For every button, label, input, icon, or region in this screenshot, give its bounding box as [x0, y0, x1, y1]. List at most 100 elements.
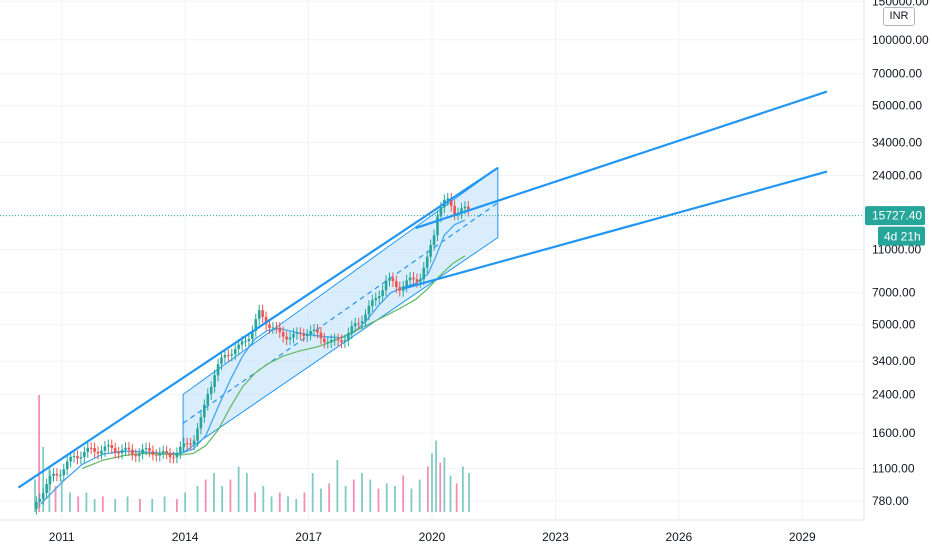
candle-body — [336, 339, 340, 341]
candle-body — [96, 451, 100, 454]
ma-slow-line — [82, 255, 466, 470]
candle-body — [295, 332, 299, 334]
candle-body — [59, 475, 62, 477]
volume-bar — [196, 486, 199, 512]
candle-body — [323, 338, 326, 343]
price-tick-label: 5000.00 — [872, 318, 916, 332]
candle-body — [453, 205, 456, 215]
candle-body — [209, 386, 213, 395]
candle-body — [216, 364, 220, 376]
price-tick-label: 1100.00 — [872, 462, 915, 476]
volume-bar — [262, 486, 265, 512]
volume-bar — [435, 440, 438, 512]
candle-body — [305, 334, 309, 337]
time-tick-label: 2011 — [49, 530, 75, 544]
volume-bar — [311, 473, 314, 512]
candle-body — [357, 323, 360, 325]
volume-bar — [455, 483, 458, 512]
candle-body — [230, 354, 234, 356]
currency-badge[interactable]: INR — [883, 7, 915, 26]
time-tick-label: 2023 — [542, 530, 569, 544]
candle-body — [107, 445, 110, 447]
channel-fill — [182, 166, 499, 454]
candle-body — [419, 279, 422, 282]
volume-bar — [69, 492, 71, 512]
candle-body — [38, 499, 42, 502]
volume-bar — [443, 457, 446, 512]
volume-bar — [184, 492, 187, 512]
candle-body — [83, 451, 86, 458]
candle-body — [288, 337, 292, 340]
candle-body — [326, 342, 330, 344]
volume-bar — [126, 496, 129, 512]
price-tick-label: 100000.00 — [872, 33, 929, 47]
candle-body — [172, 457, 175, 459]
trend-lines[interactable] — [17, 90, 828, 489]
time-tick-label: 2026 — [666, 530, 693, 544]
candle-body — [240, 341, 244, 345]
candle-body — [237, 344, 240, 350]
price-candles — [35, 192, 470, 515]
candle-body — [141, 449, 144, 454]
candle-body — [120, 449, 124, 454]
time-axis[interactable]: 2011 2014 2017 2020 2023 2026 2029 — [49, 530, 816, 544]
candle-body — [467, 206, 470, 211]
volume-bar — [85, 492, 88, 512]
candle-body — [257, 310, 261, 320]
volume-bar — [163, 496, 166, 512]
candle-body — [76, 455, 79, 459]
candle-body — [189, 443, 192, 445]
candle-body — [227, 354, 230, 356]
candle-body — [425, 256, 429, 268]
price-tick-label: 150000.00 — [872, 0, 929, 8]
candle-body — [79, 457, 83, 459]
candle-body — [395, 281, 398, 288]
volume-bar — [60, 479, 63, 512]
bar-countdown: 4d 21h — [884, 230, 921, 244]
volume-bar — [377, 488, 380, 512]
candle-body — [55, 473, 59, 476]
candle-body — [158, 452, 162, 456]
candle-body — [127, 447, 131, 450]
candle-body — [347, 333, 350, 341]
volume-bar — [369, 479, 372, 512]
volume-bar — [229, 479, 232, 512]
candle-body — [446, 198, 450, 200]
candle-body — [165, 451, 168, 454]
candle-body — [439, 207, 443, 217]
candle-body — [251, 330, 254, 340]
candle-body — [377, 296, 381, 299]
candle-body — [261, 310, 264, 317]
last-price-tag: 15727.40 — [865, 206, 925, 226]
volume-bar — [245, 473, 248, 512]
candle-body — [65, 461, 69, 470]
candle-body — [319, 332, 323, 339]
trend-line-lower-extension — [402, 170, 828, 290]
volume-bar — [176, 499, 178, 512]
candle-body — [405, 280, 408, 287]
volume-bar — [54, 486, 57, 512]
candle-body — [316, 329, 319, 333]
price-tick-label: 34000.00 — [872, 135, 922, 149]
price-tick-label: 3400.00 — [872, 354, 916, 368]
volume-bar — [385, 483, 388, 512]
volume-bar — [320, 488, 322, 512]
candle-body — [329, 339, 333, 343]
trend-line-upper — [17, 166, 499, 489]
candle-body — [48, 476, 52, 485]
price-tick-label: 7000.00 — [872, 286, 916, 300]
candle-body — [161, 451, 165, 453]
volume-bar — [101, 496, 104, 512]
countdown-tag: 4d 21h — [878, 226, 925, 246]
candle-body — [398, 287, 402, 291]
volume-bar — [93, 499, 96, 512]
last-price-value: 15727.40 — [872, 209, 922, 223]
candle-body — [412, 277, 415, 280]
volume-bar — [449, 475, 452, 512]
price-axis[interactable]: 150000.00 100000.00 70000.00 50000.00 34000.… — [872, 0, 929, 508]
candle-body — [151, 450, 155, 455]
volume-bar — [151, 499, 154, 512]
candle-body — [350, 326, 354, 334]
candle-body — [281, 332, 285, 337]
